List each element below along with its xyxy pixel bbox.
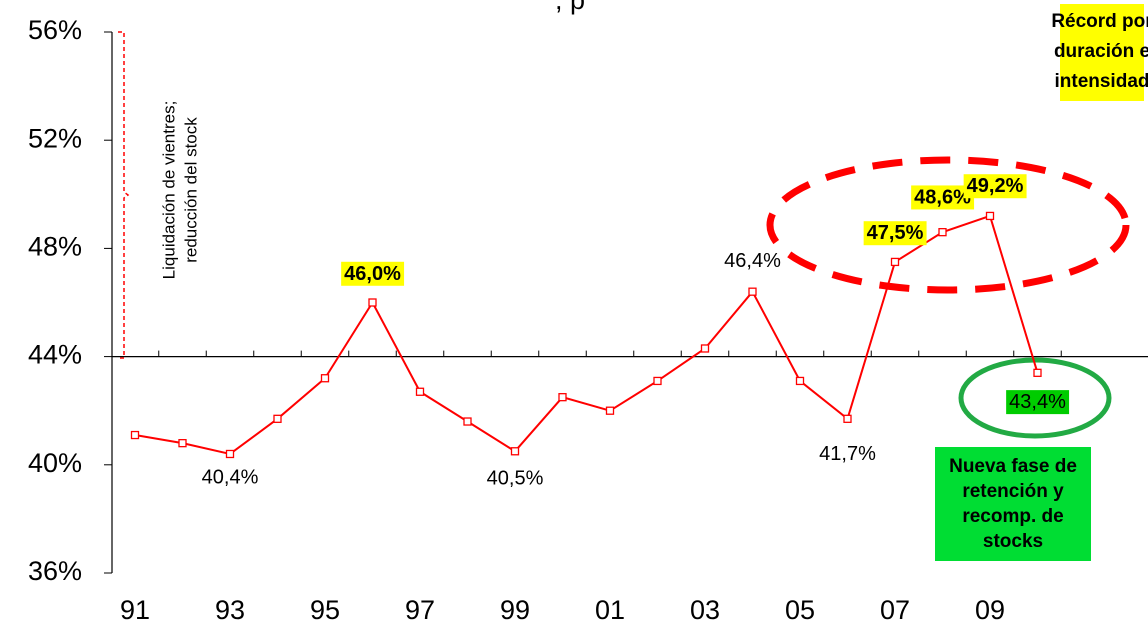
x-tick-label: 07 (880, 595, 910, 625)
y-tick-label: 52% (28, 123, 82, 153)
marker (985, 211, 995, 221)
marker (938, 228, 947, 237)
marker (700, 344, 710, 353)
data-label: 46,0% (344, 263, 401, 285)
marker (178, 439, 187, 448)
data-label: 40,4% (202, 466, 259, 488)
x-tick-label: 09 (975, 595, 1005, 625)
data-label: 46,4% (724, 250, 781, 272)
label-highlight (863, 221, 927, 246)
x-tick-label: 93 (215, 595, 245, 625)
marker (795, 376, 805, 386)
data-label: 48,6% (914, 186, 971, 208)
y-tick-label: 36% (28, 556, 82, 586)
marker (558, 393, 567, 402)
data-label: 43,4% (1009, 391, 1066, 413)
new-phase-text: stocks (983, 531, 1043, 552)
x-tick-label: 01 (595, 595, 625, 625)
side-note: reducción del stock (181, 117, 200, 263)
record-box (1060, 4, 1144, 101)
data-label: 49,2% (967, 175, 1024, 197)
data-label-group: 47,5% (863, 221, 927, 246)
data-label: 41,7% (819, 443, 876, 465)
new-phase-ellipse (958, 357, 1112, 439)
marker (415, 387, 425, 396)
data-label: 47,5% (867, 222, 924, 244)
label-highlight (911, 185, 975, 210)
marker (1033, 368, 1042, 377)
y-tick-label: 44% (28, 340, 82, 370)
record-text: Récord por (1051, 11, 1148, 32)
data-label-group: 40,5% (487, 468, 544, 490)
x-tick-label: 95 (310, 595, 340, 625)
new-phase-text: retención y (962, 481, 1064, 502)
y-tick-label: 40% (28, 448, 82, 478)
x-tick-label: 99 (500, 595, 530, 625)
record-text: duración e (1054, 41, 1148, 62)
new-phase-text: Nueva fase de (949, 456, 1077, 477)
side-note: Liquidación de vientres; (159, 101, 178, 280)
y-tick-label: 48% (28, 232, 82, 262)
data-label-group: 43,4% (1006, 390, 1070, 415)
series-line (134, 214, 1039, 456)
label-highlight (963, 174, 1027, 199)
marker (320, 374, 330, 383)
marker (843, 414, 852, 423)
record-ellipse (766, 156, 1130, 294)
marker (368, 298, 377, 307)
data-label-group: 40,4% (202, 466, 259, 488)
new-phase-box (935, 447, 1091, 561)
marker (130, 430, 140, 440)
brace (118, 31, 130, 359)
chart-title: , p (555, 0, 585, 15)
new-phase-text: recomp. de (962, 506, 1063, 527)
data-label-group: 46,4% (724, 250, 781, 272)
x-tick-label: 91 (120, 595, 150, 625)
record-text: intensidad (1054, 71, 1148, 92)
x-tick-label: 03 (690, 595, 720, 625)
y-tick-label: 56% (28, 15, 82, 45)
data-label-group: 49,2% (963, 174, 1027, 199)
marker (510, 447, 520, 456)
marker (890, 257, 900, 267)
x-tick-label: 97 (405, 595, 435, 625)
data-label-group: 48,6% (911, 185, 975, 210)
data-label-group: 41,7% (819, 443, 876, 465)
marker (463, 417, 472, 426)
label-highlight (341, 261, 405, 286)
data-label-group: 46,0% (341, 261, 405, 286)
data-label: 40,5% (487, 468, 544, 490)
label-highlight (1006, 390, 1070, 415)
marker (653, 376, 662, 386)
marker (225, 449, 235, 459)
marker (273, 414, 282, 423)
marker (605, 406, 615, 415)
x-tick-label: 05 (785, 595, 815, 625)
marker (748, 287, 757, 296)
